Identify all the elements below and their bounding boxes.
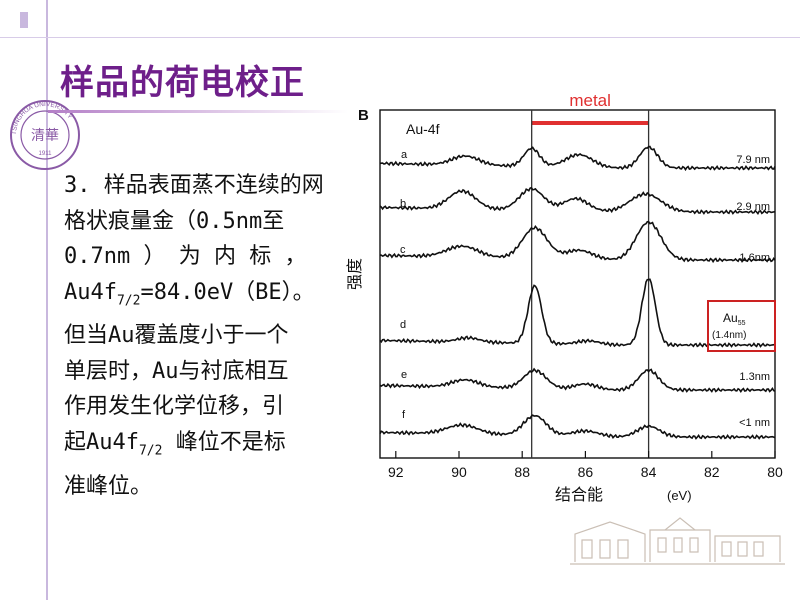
body-line: 3. 样品表面蒸不连续的网 [64, 173, 324, 198]
university-logo: TSINGHUA UNIVERSITY 清華 1911 [10, 100, 80, 170]
top-rule [0, 37, 800, 38]
curve-letter: d [400, 319, 406, 331]
body-line: 0.7nm ） 为 内 标 ， [64, 244, 307, 269]
body-line: Au4f7/2=84.0eV（BE）。 [64, 279, 315, 308]
x-tick-label: 84 [641, 464, 657, 480]
curve-letter: a [401, 149, 408, 161]
au55-sublabel: (1.4nm) [712, 330, 746, 341]
spectrum-curve [379, 186, 776, 216]
thickness-label: 1.6nm [739, 252, 770, 264]
x-tick-label: 88 [514, 464, 530, 480]
svg-text:1911: 1911 [39, 151, 53, 157]
curve-letter: b [400, 198, 406, 210]
panel-label: B [358, 107, 369, 124]
x-tick-label: 86 [578, 464, 594, 480]
au55-label: Au55 [723, 311, 746, 327]
thickness-label: 1.3nm [739, 371, 770, 383]
body-line: 准峰位。 [64, 473, 153, 499]
curve-letter: c [400, 244, 406, 256]
thickness-label: <1 nm [739, 417, 770, 429]
curve-letter: f [402, 409, 406, 421]
top-mark [20, 12, 28, 28]
spectrum-curve [379, 145, 776, 172]
body-line: 起Au4f7/2 峰位不是标 [64, 429, 286, 459]
body-line: 但当Au覆盖度小于一个 [64, 323, 289, 349]
x-tick-label: 92 [388, 464, 404, 480]
metal-label: metal [569, 91, 611, 110]
svg-text:清華: 清華 [31, 128, 59, 144]
xps-chart: B Au-4f metal a 7.9 nm b 2.9 nm c 1.6nm d e 1.3n… [345, 91, 783, 504]
au55-box [707, 300, 776, 352]
x-tick-label: 90 [451, 464, 467, 480]
spectrum-curve [379, 367, 776, 394]
body-line: 格状痕量金（0.5nm至 [64, 208, 285, 234]
body-line: 作用发生化学位移，引 [64, 394, 285, 420]
body-line: 单层时，Au与衬底相互 [64, 358, 289, 384]
campus-building-watermark [570, 517, 785, 565]
left-decorative-bar [46, 0, 48, 600]
plot-frame [379, 109, 776, 459]
slide-title: 样品的荷电校正 [60, 63, 305, 103]
x-axis-unit: (eV) [667, 488, 692, 503]
thickness-label: 7.9 nm [736, 154, 770, 166]
curve-letter: e [401, 369, 407, 381]
y-axis-label: 强度 [345, 258, 364, 290]
x-axis-label: 结合能 [555, 485, 603, 504]
x-tick-label: 80 [767, 464, 783, 480]
thickness-label: 2.9 nm [736, 201, 770, 213]
title-underline [48, 110, 348, 113]
body-text: 3. 样品表面蒸不连续的网 格状痕量金（0.5nm至 0.7nm ） 为 内 标 ，… [64, 168, 344, 504]
spectrum-curve [379, 414, 776, 440]
x-tick-label: 82 [704, 464, 720, 480]
spectrum-curve [379, 278, 776, 348]
spectrum-curve [379, 220, 776, 264]
chart-title: Au-4f [406, 121, 440, 137]
